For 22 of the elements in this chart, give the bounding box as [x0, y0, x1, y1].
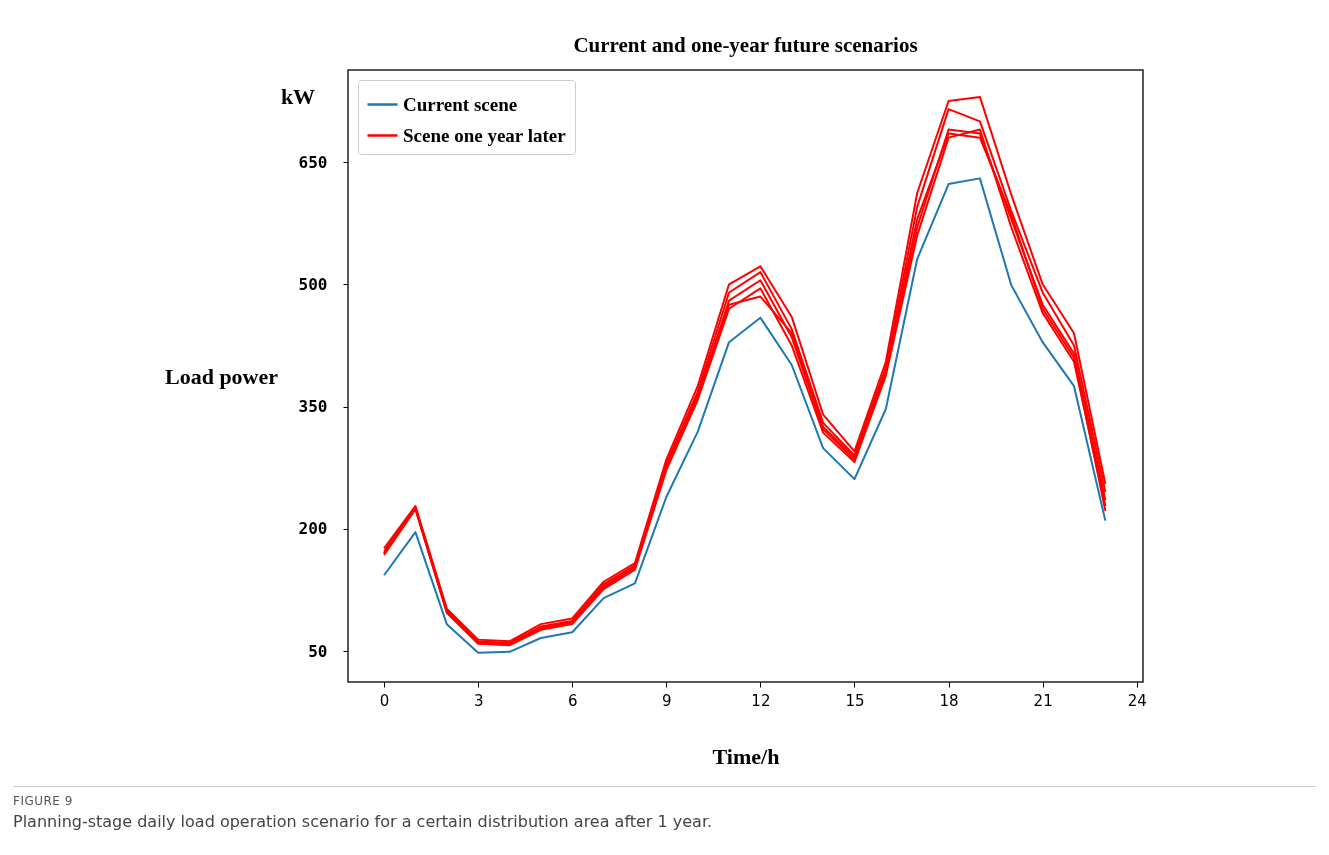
y-axis-title: Load power — [164, 363, 279, 389]
chart-title: Current and one-year future scenarios — [573, 33, 918, 57]
x-tick-label: 18 — [939, 691, 959, 710]
x-tick-label: 6 — [567, 691, 578, 710]
legend-label: Current scene — [403, 93, 518, 115]
text: Planning-stage daily load operation scenario for a certain distribution area after 1 year. — [13, 812, 713, 831]
x-tick-label: 3 — [473, 691, 484, 710]
x-axis-title: Time/h — [712, 743, 780, 769]
x-tick-label: 9 — [662, 691, 672, 710]
y-tick-label: 200 — [298, 519, 328, 539]
y-tick-label: 500 — [298, 274, 328, 294]
x-tick-label: 21 — [1033, 691, 1053, 710]
y-tick-label: 50 — [308, 641, 328, 661]
text: kW — [280, 84, 316, 109]
x-tick-label: 12 — [751, 691, 771, 710]
caption: FIGURE 9 — [13, 794, 74, 808]
x-tick-label: 15 — [845, 691, 865, 710]
legend-label: Scene one year later — [403, 124, 567, 146]
y-tick-label: 650 — [298, 152, 328, 172]
y-tick-label: 350 — [298, 397, 328, 417]
x-tick-label: 0 — [379, 691, 390, 710]
x-tick-label: 24 — [1127, 691, 1147, 710]
